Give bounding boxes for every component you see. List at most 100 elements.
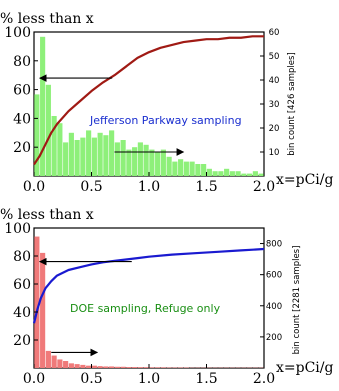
y-tick-right-label: 200 <box>266 333 282 343</box>
histogram-bar <box>132 367 138 368</box>
cumulative-curve-group <box>32 247 265 324</box>
histogram-bar <box>51 116 57 176</box>
corner-label: % less than x <box>0 11 94 27</box>
histogram-bar <box>137 142 143 176</box>
y-tick-left-label: 20 <box>13 140 31 156</box>
y-tick-right-label: 10 <box>269 148 280 158</box>
y-tick-right-label: 600 <box>266 271 282 281</box>
histogram-bar <box>149 367 155 368</box>
histogram-bar <box>241 173 247 176</box>
x-tick-label: 1.5 <box>195 179 217 195</box>
y-tick-left-label: 40 <box>13 111 31 127</box>
arrows <box>38 74 185 156</box>
y-tick-right-label: 800 <box>266 240 282 250</box>
histogram-bar <box>114 142 120 176</box>
cumulative-curve-group <box>33 35 264 166</box>
y-label-right: bin count [426 samples] <box>287 52 297 155</box>
histogram-bar <box>183 161 189 176</box>
histogram-bar <box>206 168 212 176</box>
histogram-bars <box>34 36 264 176</box>
histogram-bar <box>218 171 224 176</box>
y-tick-left-label: 100 <box>4 221 31 237</box>
histogram-bar <box>149 149 155 176</box>
histogram-bar <box>212 171 218 176</box>
x-tick-label: 1.5 <box>195 371 217 387</box>
histogram-bar <box>132 147 138 176</box>
histogram-bar <box>80 137 86 176</box>
cumulative-curve <box>33 35 264 166</box>
x-ticks: 0.0 0.5 1.0 1.5 2.0 <box>23 364 275 387</box>
chart-panel-doe: % less than x 20 40 60 80 100 200 400 600 800 0… <box>0 207 333 387</box>
histogram-bar <box>224 168 230 176</box>
x-tick-label: 0.5 <box>80 179 102 195</box>
histogram-bar <box>34 94 40 176</box>
histogram-bar <box>74 364 80 368</box>
histogram-bar <box>252 171 258 176</box>
histogram-bar <box>143 367 149 368</box>
histogram-bar <box>126 149 132 176</box>
histogram-bar <box>120 140 126 176</box>
y-tick-left-label: 80 <box>13 54 31 70</box>
histogram-bar <box>258 173 264 176</box>
histogram-bar <box>51 355 57 368</box>
histogram-bar <box>91 365 97 368</box>
y-tick-left-label: 20 <box>13 333 31 349</box>
histogram-bar <box>74 140 80 176</box>
histogram-bar <box>120 366 126 368</box>
histogram-bar <box>57 123 63 176</box>
histogram-bar <box>97 366 103 368</box>
histogram-bar <box>80 364 86 368</box>
histogram-bar <box>195 164 201 176</box>
y-ticks-right: 200 400 600 800 <box>260 240 282 343</box>
y-tick-right-label: 400 <box>266 302 282 312</box>
histogram-bar <box>109 366 115 368</box>
y-ticks-right: 10 20 30 40 50 60 <box>260 28 279 158</box>
histogram-bar <box>114 366 120 368</box>
histogram-bar <box>63 142 69 176</box>
y-tick-left-label: 80 <box>13 249 31 265</box>
histogram-bar <box>126 367 132 368</box>
corner-label: % less than x <box>0 207 94 223</box>
y-tick-right-label: 20 <box>269 124 280 134</box>
histogram-bar <box>189 161 195 176</box>
histogram-bars <box>34 236 264 368</box>
histogram-bar <box>103 366 109 368</box>
histogram-bar <box>172 161 178 176</box>
histogram-bar <box>178 159 184 176</box>
histogram-bar <box>229 171 235 176</box>
y-tick-left-label: 100 <box>4 25 31 41</box>
x-tick-label: 1.0 <box>138 179 160 195</box>
arrows <box>38 257 132 357</box>
y-ticks-left: 20 40 60 80 100 <box>4 25 38 156</box>
x-axis-label: x=pCi/g <box>276 360 333 376</box>
histogram-bar <box>57 359 63 368</box>
annotation: Jefferson Parkway sampling <box>89 114 242 127</box>
x-ticks: 0.0 0.5 1.0 1.5 2.0 <box>23 172 275 195</box>
histogram-bar <box>137 367 143 368</box>
histogram-bar <box>201 164 207 176</box>
histogram-bar <box>103 135 109 176</box>
histogram-bar <box>68 363 74 368</box>
y-tick-left-label: 40 <box>13 305 31 321</box>
x-tick-label: 2.0 <box>253 371 275 387</box>
x-tick-label: 0.5 <box>80 371 102 387</box>
x-tick-label: 0.0 <box>23 179 45 195</box>
y-ticks-left: 20 40 60 80 100 <box>4 221 38 349</box>
histogram-bar <box>91 137 97 176</box>
y-tick-left-label: 60 <box>13 277 31 293</box>
histogram-bar <box>40 252 46 368</box>
histogram-bar <box>160 149 166 176</box>
histogram-bar <box>160 367 166 368</box>
plot-area <box>33 227 265 369</box>
histogram-bar <box>63 361 69 368</box>
y-tick-left-label: 60 <box>13 83 31 99</box>
histogram-bar <box>97 132 103 176</box>
histogram-bar <box>247 173 253 176</box>
y-label-right: bin count [2281 samples] <box>292 246 302 355</box>
histogram-bar <box>155 367 161 368</box>
x-tick-label: 1.0 <box>138 371 160 387</box>
histogram-bar <box>68 132 74 176</box>
histogram-bar <box>235 171 241 176</box>
x-axis-label: x=pCi/g <box>276 172 333 188</box>
